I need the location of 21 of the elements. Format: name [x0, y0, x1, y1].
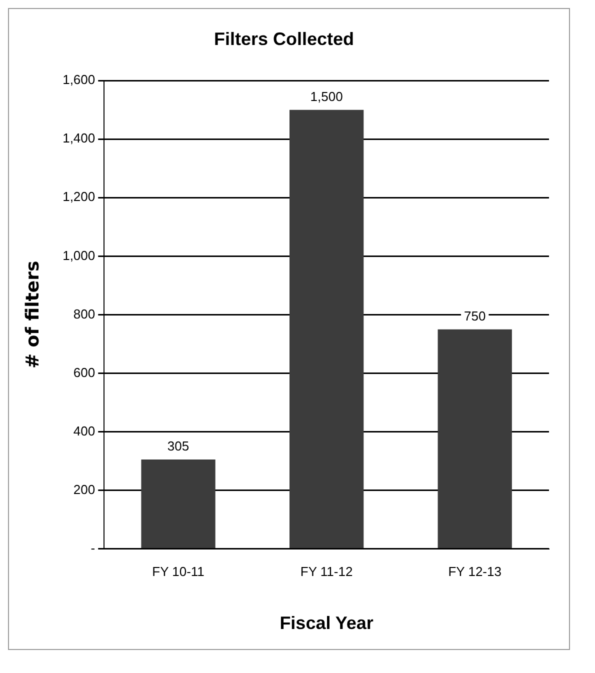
x-tick-label: FY 12-13: [448, 564, 502, 580]
x-axis-title: Fiscal Year: [280, 613, 374, 634]
data-label: 305: [167, 438, 190, 454]
data-label: 1,500: [310, 88, 343, 104]
bar: [141, 460, 216, 548]
y-axis-title: # of filters: [22, 260, 44, 369]
chart-title: Filters Collected: [214, 28, 354, 49]
y-tick-label: 1,000: [62, 248, 96, 263]
x-tick-label: FY 11-12: [300, 564, 353, 580]
x-tick-label: FY 10-11: [152, 564, 204, 580]
bar: [438, 329, 512, 548]
data-label: 750: [464, 308, 486, 324]
y-tick-label: 400: [73, 423, 96, 438]
y-tick-label: -: [90, 540, 96, 556]
y-tick-label: 1,200: [62, 189, 96, 204]
bar: [289, 110, 364, 548]
y-tick-label: 200: [73, 482, 96, 497]
y-tick-label: 800: [73, 306, 96, 322]
y-tick-label: 1,400: [62, 130, 96, 146]
y-tick-label: 600: [73, 364, 96, 380]
y-tick-label: 1,600: [62, 72, 96, 88]
